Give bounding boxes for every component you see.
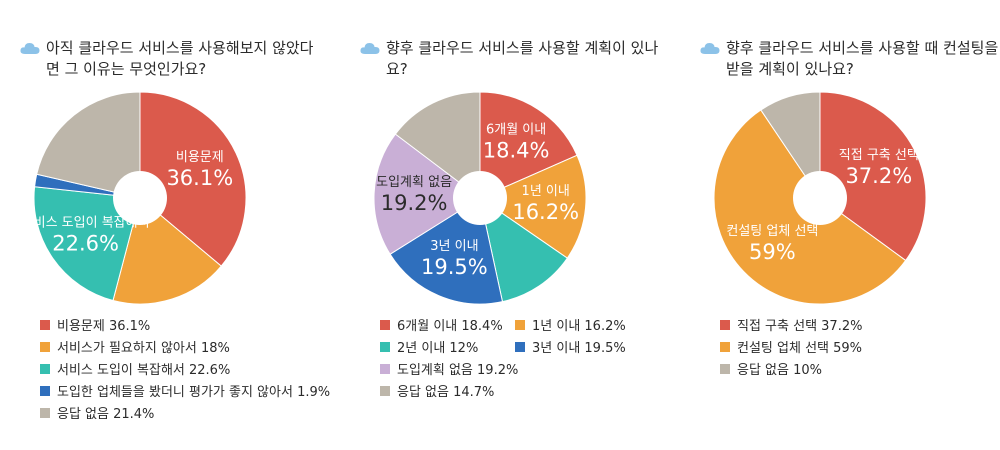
slice-label-value: 37.2% (845, 164, 912, 188)
chart-title: 향후 클라우드 서비스를 사용할 계획이 있나요? (360, 38, 660, 80)
legend-label: 도입한 업체들을 봤더니 평가가 좋지 않아서 1.9% (57, 385, 331, 400)
legend-item: 비용문제 36.1% (40, 315, 330, 334)
legend-item: 3년 이내 19.5% (515, 337, 626, 356)
legend-swatch (720, 363, 730, 374)
slice-label-name: 6개월 이내 (486, 123, 546, 138)
legend-swatch (380, 319, 390, 330)
legend-item: 응답 없음 10% (720, 359, 862, 378)
donut-hole (453, 171, 507, 225)
chart-legend-col2: 1년 이내 16.2% 3년 이내 19.5% (515, 315, 626, 359)
chart-title: 아직 클라우드 서비스를 사용해보지 않았다면 그 이유는 무엇인가요? (20, 38, 320, 80)
chart-legend: 직접 구축 선택 37.2% 컨설팅 업체 선택 59% 응답 없음 10% (720, 315, 862, 381)
pie-slice (36, 91, 141, 199)
donut-hole (113, 171, 167, 225)
cloud-icon (700, 43, 720, 54)
pie-slice (373, 133, 481, 255)
chart-panel-reasons: 아직 클라우드 서비스를 사용해보지 않았다면 그 이유는 무엇인가요? 비용문… (0, 0, 330, 450)
slice-label-value: 22.6% (52, 231, 119, 255)
legend-swatch (720, 341, 730, 352)
legend-label: 서비스가 필요하지 않아서 18% (57, 341, 230, 356)
pie-slice (389, 197, 504, 305)
legend-item: 도입한 업체들을 봤더니 평가가 좋지 않아서 1.9% (40, 381, 330, 400)
pie-slice (139, 91, 247, 267)
slice-label-value: 18.4% (483, 139, 550, 163)
legend-label: 2년 이내 12% (397, 341, 479, 356)
chart-title-text: 아직 클라우드 서비스를 사용해보지 않았다면 그 이유는 무엇인가요? (46, 39, 314, 78)
pie-slice (479, 91, 578, 199)
legend-swatch (40, 385, 50, 396)
legend-label: 응답 없음 14.7% (397, 385, 495, 400)
legend-swatch (380, 385, 390, 396)
legend-swatch (380, 363, 390, 374)
legend-swatch (40, 363, 50, 374)
chart-legend: 비용문제 36.1% 서비스가 필요하지 않아서 18% 서비스 도입이 복잡해… (40, 315, 330, 425)
slice-label-name: 직접 구축 선택 (839, 148, 919, 163)
pie-slice (394, 91, 481, 200)
chart-title: 향후 클라우드 서비스를 사용할 때 컨설팅을 받을 계획이 있나요? (700, 38, 1000, 80)
legend-item: 6개월 이내 18.4% (380, 315, 518, 334)
legend-swatch (380, 341, 390, 352)
legend-item: 1년 이내 16.2% (515, 315, 626, 334)
chart-panel-plans: 향후 클라우드 서비스를 사용할 계획이 있나요? 6개월 이내 18.4% 1년 … (340, 0, 670, 450)
legend-swatch (515, 319, 525, 330)
legend-label: 6개월 이내 18.4% (397, 319, 503, 334)
legend-label: 응답 없음 21.4% (57, 407, 155, 422)
legend-item: 2년 이내 12% (380, 337, 518, 356)
slice-label-name: 도입계획 없음 (376, 175, 452, 190)
slice-label-value: 19.2% (381, 191, 448, 215)
legend-swatch (720, 319, 730, 330)
chart-panel-consulting: 향후 클라우드 서비스를 사용할 때 컨설팅을 받을 계획이 있나요? 직접 구… (680, 0, 1000, 450)
chart-legend: 6개월 이내 18.4% 2년 이내 12% 도입계획 없음 19.2% 응답 … (380, 315, 518, 403)
legend-item: 서비스 도입이 복잡해서 22.6% (40, 359, 330, 378)
slice-label-value: 16.2% (512, 200, 579, 224)
pie-slice (478, 154, 587, 259)
legend-item: 도입계획 없음 19.2% (380, 359, 518, 378)
pie-slice (760, 91, 821, 200)
legend-swatch (40, 341, 50, 352)
legend-item: 응답 없음 14.7% (380, 381, 518, 400)
legend-label: 직접 구축 선택 37.2% (737, 319, 863, 334)
pie-slice (479, 196, 568, 303)
slice-label-name: 서비스 도입이 복잡해서 (22, 215, 150, 230)
slice-label-name: 3년 이내 (430, 239, 478, 254)
slice-label-name: 컨설팅 업체 선택 (726, 224, 818, 239)
slice-label-value: 59% (749, 240, 796, 264)
legend-swatch (515, 341, 525, 352)
chart-title-text: 향후 클라우드 서비스를 사용할 때 컨설팅을 받을 계획이 있나요? (726, 39, 999, 78)
legend-item: 서비스가 필요하지 않아서 18% (40, 337, 330, 356)
legend-item: 컨설팅 업체 선택 59% (720, 337, 862, 356)
legend-label: 도입계획 없음 19.2% (397, 363, 519, 378)
chart-title-text: 향후 클라우드 서비스를 사용할 계획이 있나요? (386, 39, 659, 78)
pie-slice (33, 186, 141, 302)
slice-label-name: 비용문제 (176, 150, 224, 165)
pie-slice (819, 91, 927, 262)
legend-swatch (40, 407, 50, 418)
legend-label: 비용문제 36.1% (57, 319, 151, 334)
slice-label-name: 1년 이내 (522, 184, 570, 199)
legend-item: 직접 구축 선택 37.2% (720, 315, 862, 334)
legend-item: 응답 없음 21.4% (40, 403, 330, 422)
legend-label: 1년 이내 16.2% (532, 319, 626, 334)
cloud-icon (360, 43, 380, 54)
donut-hole (793, 171, 847, 225)
legend-label: 서비스 도입이 복잡해서 22.6% (57, 363, 231, 378)
legend-swatch (40, 319, 50, 330)
legend-label: 응답 없음 10% (737, 363, 822, 378)
slice-label-value: 19.5% (421, 255, 488, 279)
slice-label-value: 36.1% (166, 166, 233, 190)
legend-label: 컨설팅 업체 선택 59% (737, 341, 863, 356)
legend-label: 3년 이내 19.5% (532, 341, 626, 356)
cloud-icon (20, 43, 40, 54)
